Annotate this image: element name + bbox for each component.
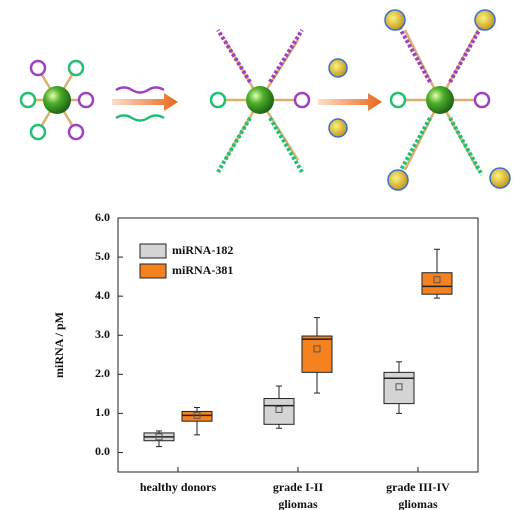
box [301, 335, 333, 373]
box [181, 410, 213, 422]
y-tick-label: 2.0 [95, 366, 110, 380]
y-tick-label: 3.0 [95, 327, 110, 341]
x-tick-label: healthy donors [140, 480, 217, 494]
y-tick-label: 4.0 [95, 288, 110, 302]
x-tick-label: gliomas [278, 497, 318, 510]
schematic [19, 9, 511, 191]
legend-swatch [139, 263, 167, 279]
x-tick-label: gliomas [398, 497, 438, 510]
nanoparticle [209, 28, 311, 174]
x-tick-label: grade III-IV [386, 480, 450, 494]
nanoparticle [384, 9, 511, 191]
mean [433, 276, 441, 284]
mean [275, 405, 283, 413]
y-tick-label: 1.0 [95, 405, 110, 419]
y-tick-label: 0.0 [95, 444, 110, 458]
arrow [318, 93, 382, 111]
gold-particle [328, 118, 348, 138]
mean [193, 411, 201, 419]
y-tick-label: 6.0 [95, 210, 110, 224]
legend-label: miRNA-182 [172, 243, 233, 257]
box [263, 398, 295, 425]
mean [155, 433, 163, 441]
nanoparticle [19, 59, 95, 141]
mirna-strand [115, 86, 165, 94]
gold-particle [328, 58, 348, 78]
box [421, 272, 453, 295]
y-tick-label: 5.0 [95, 249, 110, 263]
y-axis-label: miRNA / pM [52, 312, 66, 378]
x-tick-label: grade I-II [273, 480, 324, 494]
legend-label: miRNA-381 [172, 263, 233, 277]
legend-swatch [139, 243, 167, 259]
mean [395, 383, 403, 391]
box [383, 371, 415, 405]
mean [313, 345, 321, 353]
arrow [112, 93, 178, 111]
mirna-strand [115, 114, 165, 122]
